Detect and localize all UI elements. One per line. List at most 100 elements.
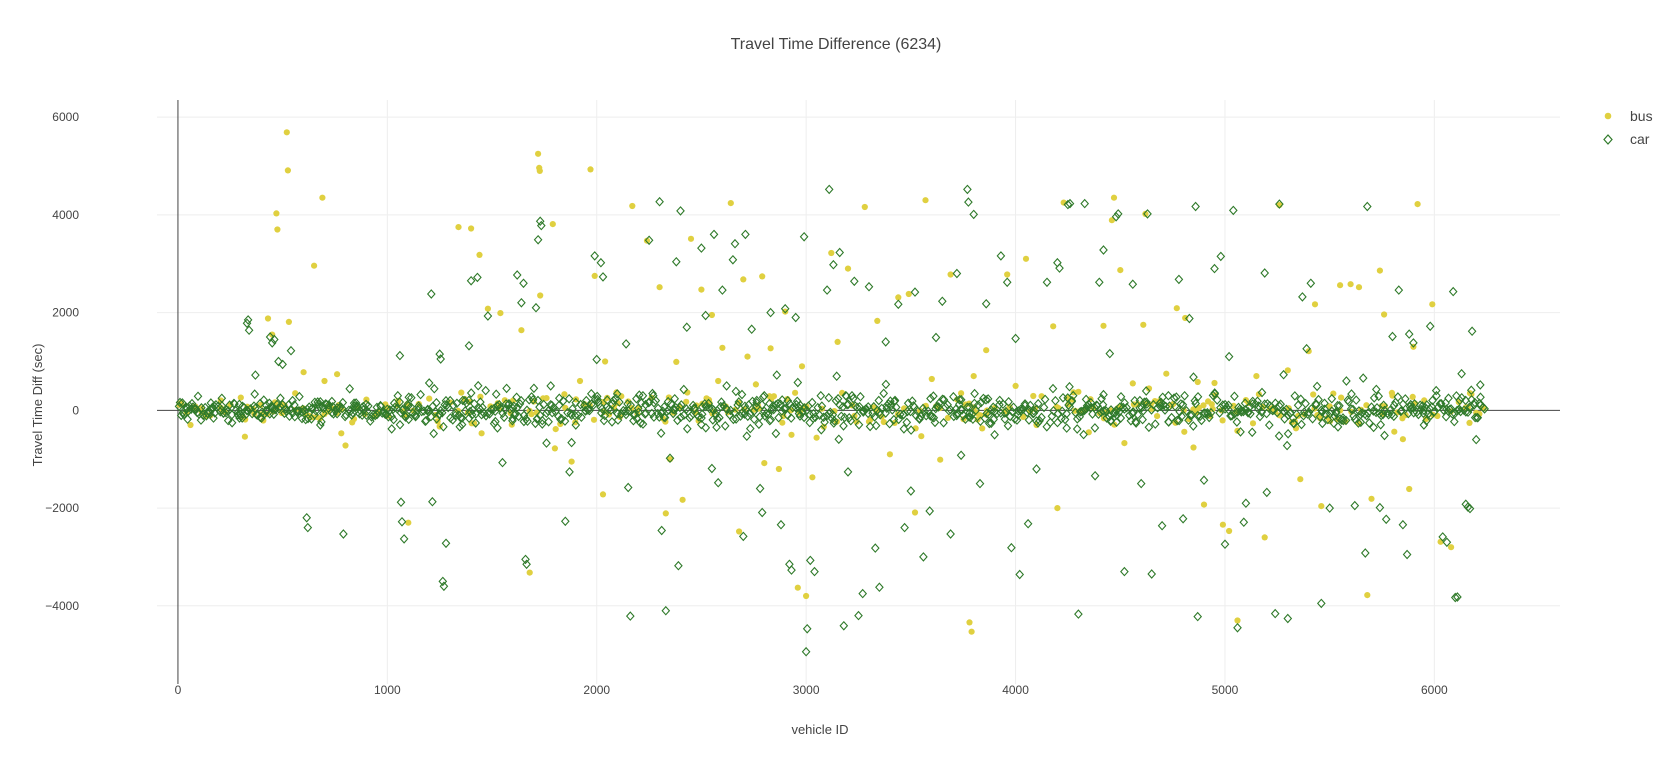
car-point [532, 414, 542, 424]
car-point [362, 406, 372, 416]
car-point [347, 410, 357, 420]
car-point [839, 620, 849, 631]
car-point [900, 522, 909, 533]
car-point [452, 398, 462, 409]
legend[interactable]: bus car [1603, 108, 1653, 147]
car-point [774, 412, 783, 423]
car-point [1102, 413, 1112, 423]
car-point [981, 298, 991, 309]
car-point [251, 370, 260, 380]
car-point [1098, 399, 1108, 410]
car-point [856, 391, 865, 402]
car-point [1356, 417, 1366, 428]
car-point [1465, 503, 1475, 514]
bus-point [551, 445, 559, 452]
car-point [448, 415, 458, 425]
car-point [564, 393, 574, 404]
car-point [502, 383, 511, 394]
car-point [429, 428, 439, 439]
car-point [523, 416, 532, 427]
car-point [1374, 391, 1384, 402]
car-point [1094, 409, 1103, 420]
car-point [1090, 470, 1100, 481]
car-point [467, 409, 477, 420]
car-point [1199, 475, 1209, 486]
bus-point [679, 496, 686, 503]
car-point [858, 405, 868, 416]
bus-point [853, 418, 860, 425]
car-point [688, 400, 698, 411]
car-point [816, 424, 826, 435]
bus-point [1050, 323, 1057, 330]
car-point [1003, 420, 1013, 431]
car-point [981, 394, 991, 405]
bus-point [958, 390, 965, 397]
car-point [720, 421, 730, 431]
series-bus [176, 129, 1487, 635]
car-point [1142, 399, 1152, 409]
bus-point [1145, 385, 1153, 392]
car-point [682, 322, 692, 333]
car-point [571, 420, 581, 430]
car-point [384, 411, 393, 422]
car-point [1470, 412, 1480, 423]
car-point [1001, 406, 1011, 417]
car-point [671, 256, 681, 267]
bus-point [775, 465, 783, 473]
car-point [793, 377, 803, 388]
car-point [1342, 376, 1351, 386]
car-point [1094, 277, 1104, 288]
car-point [1053, 257, 1062, 268]
bus-point [656, 284, 663, 291]
car-point [464, 413, 474, 424]
bus-point [861, 203, 868, 211]
car-point [307, 403, 317, 414]
car-point [1161, 401, 1171, 412]
bus-point [311, 262, 318, 269]
car-point [1007, 542, 1016, 553]
car-point [1292, 409, 1301, 420]
bus-point [813, 434, 820, 441]
car-point [1369, 422, 1378, 433]
car-point [671, 402, 681, 413]
car-point [689, 403, 699, 414]
car-point [338, 397, 348, 408]
car-point [808, 413, 818, 424]
car-point [801, 646, 811, 657]
car-point [1253, 396, 1262, 407]
car-point [1398, 519, 1408, 530]
car-point [1264, 420, 1274, 430]
car-point [1438, 532, 1448, 542]
x-tick-label: 6000 [1421, 683, 1448, 697]
car-point [843, 399, 853, 410]
car-point [592, 354, 602, 365]
car-point [1080, 198, 1090, 209]
bus-point [1190, 444, 1197, 451]
car-point [858, 407, 868, 417]
car-point [902, 417, 912, 428]
legend-item-bus[interactable]: bus [1604, 108, 1653, 124]
car-point [606, 405, 616, 416]
car-point [426, 289, 436, 299]
car-point [420, 416, 430, 427]
car-point [560, 416, 570, 426]
car-point [1011, 333, 1020, 344]
car-point [760, 411, 770, 421]
car-point [944, 405, 954, 416]
car-point [1236, 405, 1246, 416]
car-point [1141, 397, 1151, 407]
car-point [599, 415, 609, 426]
bus-point [561, 391, 568, 398]
car-point [700, 399, 710, 409]
legend-item-car[interactable]: car [1603, 131, 1650, 147]
bus-point [1381, 311, 1388, 318]
car-point [1307, 404, 1316, 414]
car-point [861, 404, 871, 414]
car-point [842, 399, 852, 410]
car-point [1289, 418, 1298, 429]
bus-point [643, 237, 651, 244]
car-point [731, 386, 741, 397]
car-point [1346, 404, 1356, 414]
car-point [1402, 549, 1412, 560]
car-point [225, 400, 234, 410]
